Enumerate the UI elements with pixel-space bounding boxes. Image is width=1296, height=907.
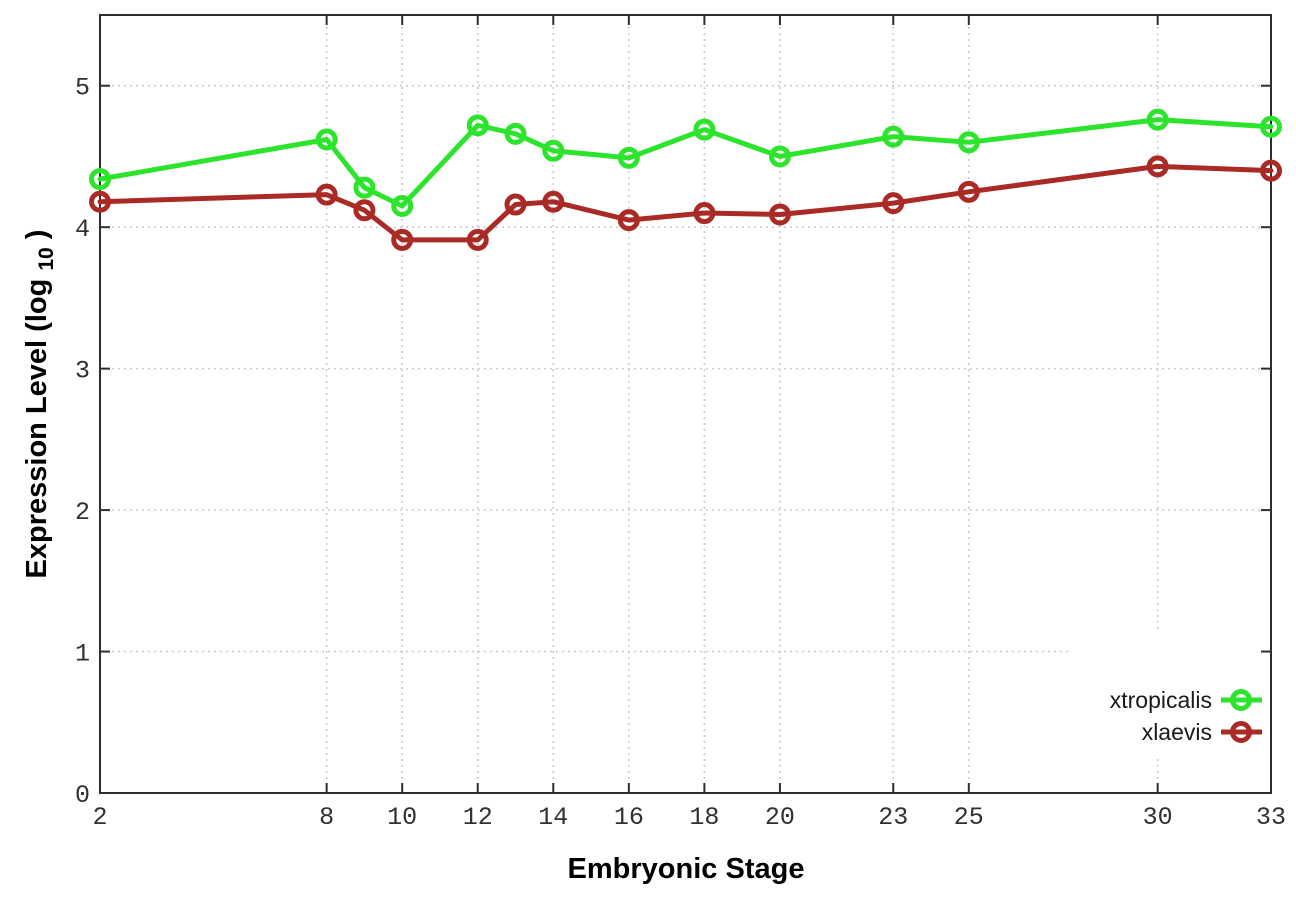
legend-marker-xtropicalis <box>1230 689 1252 711</box>
legend-label-xtropicalis: xtropicalis <box>1110 687 1212 713</box>
marker-xtropicalis-stage-23 <box>882 125 905 148</box>
marker-xlaevis-stage-20 <box>768 203 791 226</box>
marker-xtropicalis-stage-9 <box>353 176 376 199</box>
x-tick-label: 12 <box>463 803 493 832</box>
legend-entry-xtropicalis: xtropicalis <box>1110 687 1262 713</box>
marker-xtropicalis-stage-33 <box>1260 115 1282 138</box>
x-tick-label: 33 <box>1256 803 1286 832</box>
marker-xlaevis-stage-30 <box>1146 155 1169 178</box>
x-tick-label: 16 <box>614 803 644 832</box>
marker-xtropicalis-stage-10 <box>391 194 414 217</box>
marker-xtropicalis-stage-20 <box>768 145 791 168</box>
series-line-xlaevis <box>97 163 1274 243</box>
y-axis-title-main: Expression Level (log <box>21 279 53 579</box>
x-tick-label: 10 <box>387 803 417 832</box>
x-tick-label: 25 <box>954 803 984 832</box>
marker-xtropicalis-stage-14 <box>542 139 565 162</box>
y-tick-label: 3 <box>75 357 90 386</box>
y-axis-title-close: ) <box>21 230 53 240</box>
legend-entry-xlaevis: xlaevis <box>1142 719 1262 745</box>
plot-border <box>99 14 1272 794</box>
marker-xtropicalis-stage-25 <box>957 131 980 154</box>
legend: xtropicalis xlaevis <box>1110 687 1262 745</box>
data-series <box>89 108 1282 251</box>
marker-xlaevis-stage-10 <box>391 228 414 251</box>
marker-xlaevis-stage-9 <box>353 199 376 222</box>
x-tick-label: 18 <box>689 803 719 832</box>
marker-xlaevis-stage-23 <box>882 192 905 215</box>
y-tick-label: 4 <box>75 215 90 244</box>
y-axis-title: Expression Level (log 10 ) <box>21 230 60 579</box>
marker-xlaevis-stage-25 <box>957 180 980 203</box>
x-tick-label: 23 <box>878 803 908 832</box>
marker-xlaevis-stage-12 <box>466 228 489 251</box>
marker-xtropicalis-stage-30 <box>1146 108 1169 131</box>
y-tick-label: 5 <box>75 74 90 103</box>
marker-xtropicalis-stage-12 <box>466 114 489 137</box>
y-axis-title-subscript: 10 <box>35 247 58 270</box>
y-tick-label: 0 <box>75 781 90 810</box>
legend-marker-xlaevis <box>1230 721 1252 743</box>
y-tick-label: 1 <box>75 640 90 669</box>
x-axis-title: Embryonic Stage <box>568 853 805 885</box>
marker-xlaevis-stage-13 <box>504 193 527 216</box>
marker-xlaevis-stage-2 <box>89 190 111 213</box>
x-tick-label: 20 <box>765 803 795 832</box>
series-line-xtropicalis <box>97 117 1274 209</box>
x-tick-label: 2 <box>92 803 107 832</box>
marker-xtropicalis-stage-18 <box>693 118 716 141</box>
legend-label-xlaevis: xlaevis <box>1142 719 1212 745</box>
plot-border-rect <box>99 14 1272 794</box>
x-tick-label: 8 <box>319 803 334 832</box>
marker-xlaevis-stage-18 <box>693 202 716 225</box>
x-tick-label: 14 <box>538 803 568 832</box>
marker-xtropicalis-stage-8 <box>315 128 338 151</box>
marker-xlaevis-stage-14 <box>542 190 565 213</box>
y-tick-label: 2 <box>75 498 90 527</box>
x-tick-label: 30 <box>1143 803 1173 832</box>
marker-xlaevis-stage-8 <box>315 183 338 206</box>
marker-xtropicalis-stage-16 <box>617 146 640 169</box>
marker-xlaevis-stage-16 <box>617 209 640 232</box>
marker-xtropicalis-stage-2 <box>89 168 111 191</box>
marker-xtropicalis-stage-13 <box>504 122 527 145</box>
marker-xlaevis-stage-33 <box>1260 159 1282 182</box>
